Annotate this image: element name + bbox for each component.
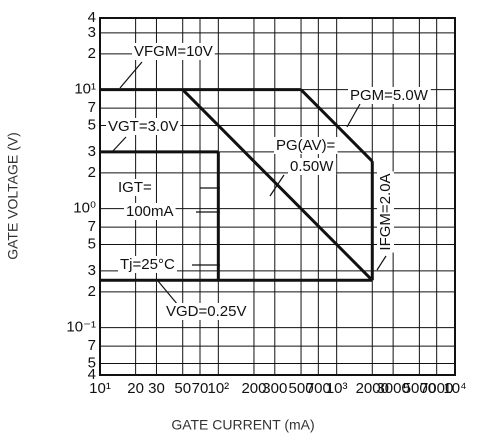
annotation: IGT= <box>118 179 152 196</box>
x-tick-label: 500 <box>289 380 314 397</box>
y-tick-label: 10⁰ <box>73 200 96 217</box>
x-tick-label: 50 <box>174 380 191 397</box>
label-bg <box>376 171 394 253</box>
label-bg <box>124 202 176 220</box>
x-tick-label: 700 <box>306 380 331 397</box>
y-axis-label: GATE VOLTAGE (V) <box>5 132 21 260</box>
y-tick-label: 7 <box>88 218 96 235</box>
annotation: IFGM=2.0A <box>377 173 394 250</box>
y-tick-label: 3 <box>88 24 96 41</box>
x-tick-label: 10² <box>207 380 229 397</box>
label-bg <box>288 157 337 175</box>
x-tick-label: 70 <box>192 380 209 397</box>
series-line <box>299 88 374 163</box>
y-tick-label: 4 <box>88 366 96 383</box>
leader-line <box>346 103 361 128</box>
y-tick-label: 5 <box>88 116 96 133</box>
annotation: 0.50W <box>290 158 334 175</box>
leader-line <box>119 61 143 89</box>
annotation: Tj=25°C <box>120 256 175 273</box>
annotation: PG(AV)= <box>276 137 336 154</box>
y-tick-label: 10¹ <box>74 81 96 98</box>
y-tick-label: 10⁻¹ <box>66 319 96 336</box>
y-tick-label: 5 <box>88 235 96 252</box>
y-tick-label: 3 <box>88 262 96 279</box>
x-tick-label: 300 <box>262 380 287 397</box>
label-bg <box>164 302 249 320</box>
y-tick-label: 2 <box>88 164 96 181</box>
leader-line <box>376 255 387 271</box>
y-tick-label: 5 <box>88 354 96 371</box>
y-tick-label: 3 <box>88 143 96 160</box>
leader-line <box>157 280 179 306</box>
annotation: VFGM=10V <box>134 43 213 60</box>
x-tick-label: 7000 <box>420 380 453 397</box>
annotation: VGD=0.25V <box>166 303 246 320</box>
label-bg <box>118 255 177 273</box>
y-tick-label: 2 <box>88 283 96 300</box>
y-tick-label: 2 <box>88 45 96 62</box>
annotation: VGT=3.0V <box>108 118 178 135</box>
label-bg <box>132 42 215 60</box>
x-tick-label: 2000 <box>356 380 389 397</box>
annotation: 100mA <box>126 203 174 220</box>
label-bg <box>348 86 431 104</box>
y-tick-label: 7 <box>88 337 96 354</box>
x-tick-label: 200 <box>241 380 266 397</box>
x-tick-label: 5000 <box>403 380 436 397</box>
x-tick-label: 10⁴ <box>443 380 466 397</box>
x-tick-label: 10¹ <box>89 380 111 397</box>
annotation: PGM=5.0W <box>350 87 429 104</box>
x-tick-label: 10³ <box>326 380 348 397</box>
x-axis-label: GATE CURRENT (mA) <box>171 417 314 433</box>
y-tick-label: 7 <box>88 99 96 116</box>
label-bg <box>106 117 181 135</box>
x-tick-label: 20 <box>127 380 144 397</box>
y-tick-label: 4 <box>88 9 96 26</box>
label-bg <box>116 178 154 196</box>
plot-border <box>99 17 456 376</box>
label-bg <box>274 136 338 154</box>
x-tick-label: 3000 <box>376 380 409 397</box>
leader-line <box>269 174 285 197</box>
leader-line <box>111 136 127 153</box>
x-tick-label: 30 <box>148 380 165 397</box>
